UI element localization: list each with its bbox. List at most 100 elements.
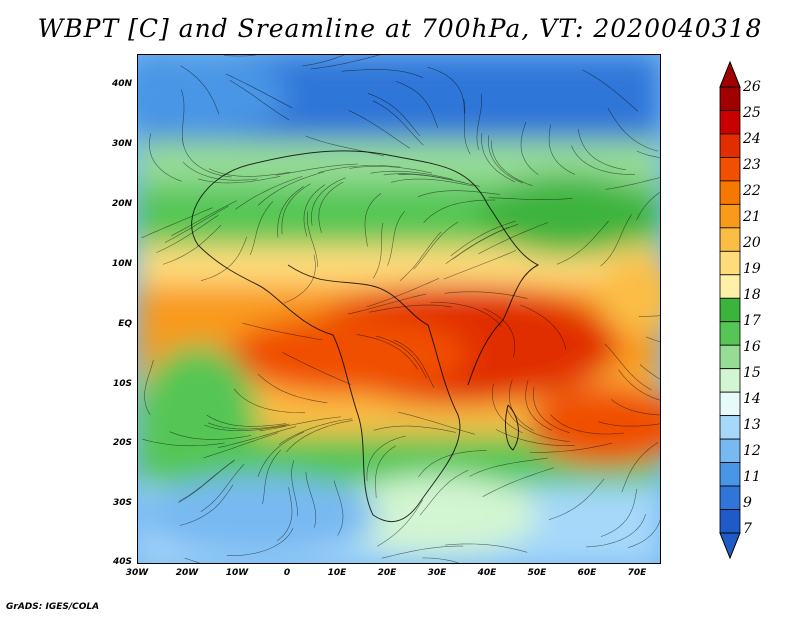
streamline xyxy=(488,197,573,200)
streamline xyxy=(206,414,287,427)
streamline xyxy=(476,93,483,150)
streamline xyxy=(478,222,549,255)
streamline xyxy=(628,518,660,548)
map-title: WBPT [C] and Sreamline at 700hPa, VT: 20… xyxy=(37,14,763,43)
streamline xyxy=(250,201,274,256)
streamline xyxy=(548,124,576,175)
streamline xyxy=(348,110,411,149)
streamline xyxy=(638,315,660,317)
streamline xyxy=(586,513,646,548)
streamline xyxy=(636,191,660,221)
streamline xyxy=(520,304,567,350)
streamline xyxy=(445,543,528,553)
colorbar xyxy=(719,60,741,560)
streamline xyxy=(400,231,442,281)
streamline xyxy=(169,431,251,440)
lat-label-20S: 20S xyxy=(112,438,132,448)
streamline xyxy=(469,457,548,477)
streamline xyxy=(180,65,220,115)
colorbar-segment xyxy=(719,203,741,229)
streamline xyxy=(257,431,305,478)
streamline xyxy=(618,369,660,401)
lat-label-30S: 30S xyxy=(112,498,132,508)
streamline xyxy=(218,426,297,448)
streamline xyxy=(598,421,660,427)
colorbar-segments xyxy=(719,86,741,534)
lon-label-60E: 60E xyxy=(577,568,597,578)
streamline xyxy=(556,220,609,265)
streamline xyxy=(305,472,317,528)
streamline xyxy=(144,359,154,416)
lon-label-20E: 20E xyxy=(377,568,397,578)
grads-credit: GrADS: IGES/COLA xyxy=(6,602,100,612)
lat-label-10S: 10S xyxy=(112,379,132,389)
streamline xyxy=(262,449,281,505)
streamline xyxy=(200,236,248,281)
streamline xyxy=(423,199,496,224)
streamline xyxy=(372,100,424,146)
streamline xyxy=(610,399,660,416)
colorbar-segment xyxy=(719,250,741,276)
streamline xyxy=(277,186,304,238)
streamline xyxy=(491,140,533,186)
cbar-label: 9 xyxy=(743,495,752,511)
streamline xyxy=(178,459,236,502)
colorbar-top-arrow xyxy=(719,60,741,88)
streamline xyxy=(375,445,396,499)
streamline xyxy=(520,121,539,175)
streamline xyxy=(419,469,469,516)
streamline xyxy=(356,334,419,370)
streamline xyxy=(366,278,440,308)
streamline xyxy=(149,133,182,182)
colorbar-segment xyxy=(719,509,741,534)
streamline xyxy=(182,137,232,178)
colorbar-segment xyxy=(719,157,741,182)
map-panel xyxy=(137,54,661,564)
cbar-label: 26 xyxy=(743,79,761,95)
streamline xyxy=(463,98,471,155)
streamline xyxy=(604,343,652,391)
cbar-label: 12 xyxy=(743,443,761,459)
streamline xyxy=(302,55,345,67)
streamline xyxy=(381,545,464,559)
colorbar-segment xyxy=(719,368,741,393)
colorbar-segment xyxy=(719,133,741,158)
streamline xyxy=(275,163,359,176)
streamline xyxy=(495,429,575,447)
streamline xyxy=(310,55,380,70)
streamline xyxy=(529,442,613,453)
streamline xyxy=(525,380,552,431)
streamline xyxy=(204,424,287,432)
streamline xyxy=(600,214,632,267)
colorbar-segment xyxy=(719,297,741,323)
lat-label-10N: 10N xyxy=(111,259,132,269)
streamline xyxy=(164,205,229,243)
streamline xyxy=(373,425,456,433)
streamline xyxy=(282,352,352,385)
cbar-label: 21 xyxy=(743,209,761,225)
streamline xyxy=(393,339,435,388)
colorbar-segment xyxy=(719,227,741,252)
streamline xyxy=(141,207,213,239)
lat-label-40S: 40S xyxy=(112,557,132,567)
cbar-label: 19 xyxy=(743,261,761,277)
streamline xyxy=(364,193,382,247)
streamline xyxy=(391,178,474,187)
streamline xyxy=(277,487,293,542)
cbar-label: 25 xyxy=(743,105,761,121)
streamline xyxy=(303,184,326,237)
streamline xyxy=(645,336,660,343)
streamline xyxy=(283,254,316,304)
lat-label-eq: EQ xyxy=(118,319,132,329)
streamline xyxy=(550,414,625,435)
streamline xyxy=(621,442,659,493)
cbar-label: 22 xyxy=(743,183,761,199)
streamline xyxy=(235,176,303,210)
lon-label-30W: 30W xyxy=(125,568,149,578)
streamline xyxy=(181,89,185,146)
colorbar-segment xyxy=(719,86,741,111)
colorbar-segment xyxy=(719,274,741,299)
colorbar-segment xyxy=(719,438,741,463)
streamline xyxy=(413,221,459,270)
cbar-label: 7 xyxy=(743,521,752,537)
